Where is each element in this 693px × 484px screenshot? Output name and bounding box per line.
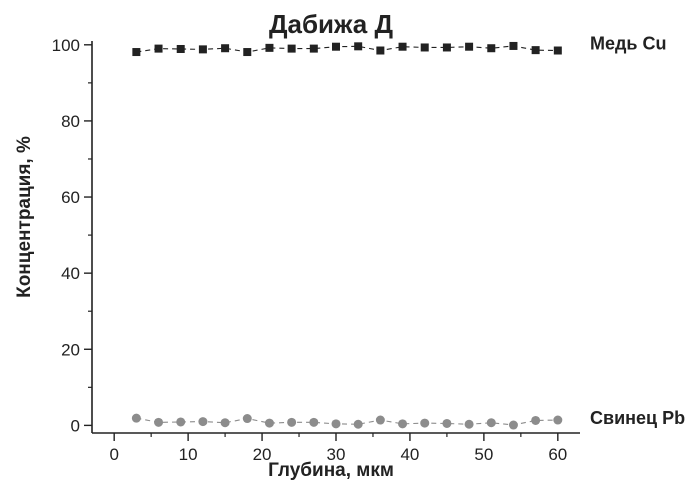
data-point (198, 45, 207, 54)
x-tick-label: 20 (253, 445, 272, 464)
data-point (531, 46, 540, 55)
data-point (264, 418, 274, 428)
data-point (531, 415, 541, 425)
data-point (132, 48, 141, 57)
x-tick-label: 30 (327, 445, 346, 464)
series-copper: Медь Cu (132, 34, 667, 57)
data-point (442, 418, 452, 428)
data-point (375, 415, 385, 425)
x-tick-label: 50 (474, 445, 493, 464)
y-tick-label: 40 (61, 264, 80, 283)
x-tick-label: 60 (548, 445, 567, 464)
series-lead: Свинец Pb (131, 408, 685, 430)
data-point (486, 418, 496, 428)
axes (91, 41, 580, 434)
y-tick-label: 20 (61, 340, 80, 359)
x-axis-ticks: 0 10 20 30 40 50 60 (109, 433, 567, 464)
data-point (220, 418, 230, 428)
data-point (465, 42, 474, 51)
data-point (309, 44, 318, 53)
x-axis-label: Глубина, мкм (268, 460, 394, 481)
y-axis-label: Концентрация, % (14, 136, 35, 298)
data-point (420, 418, 430, 428)
data-point (487, 44, 496, 53)
data-point (176, 44, 185, 53)
data-point (154, 44, 163, 53)
data-point (131, 413, 141, 423)
data-point (309, 417, 319, 427)
series-label: Медь Cu (590, 34, 667, 54)
data-point (508, 420, 518, 430)
x-tick-label: 0 (109, 445, 118, 464)
y-tick-label: 80 (61, 112, 80, 131)
data-point (509, 41, 518, 50)
data-point (464, 419, 474, 429)
data-point (353, 419, 363, 429)
data-point (398, 42, 407, 51)
data-point (442, 43, 451, 52)
y-tick-label: 60 (61, 188, 80, 207)
data-point (376, 46, 385, 55)
data-point (221, 44, 230, 53)
data-point (287, 417, 297, 427)
data-point (331, 419, 341, 429)
data-point (243, 48, 252, 57)
data-point (420, 43, 429, 52)
series-label: Свинец Pb (590, 408, 685, 428)
data-point (553, 46, 562, 55)
data-point (354, 42, 363, 51)
y-tick-label: 0 (71, 416, 80, 435)
data-point (332, 42, 340, 51)
data-point (265, 43, 274, 52)
data-point (553, 415, 563, 425)
data-point (198, 417, 208, 427)
data-point (154, 417, 164, 427)
x-tick-label: 40 (400, 445, 419, 464)
data-point (398, 419, 408, 429)
y-tick-label: 100 (52, 36, 80, 55)
series-layer: Медь Cu Свинец Pb (131, 34, 685, 430)
x-tick-label: 10 (179, 445, 198, 464)
chart-title: Дабижа Д (269, 9, 393, 39)
data-point (242, 414, 252, 424)
data-point (176, 417, 186, 427)
data-point (287, 44, 296, 53)
y-axis-ticks: 0 20 40 60 80 100 (52, 36, 92, 435)
